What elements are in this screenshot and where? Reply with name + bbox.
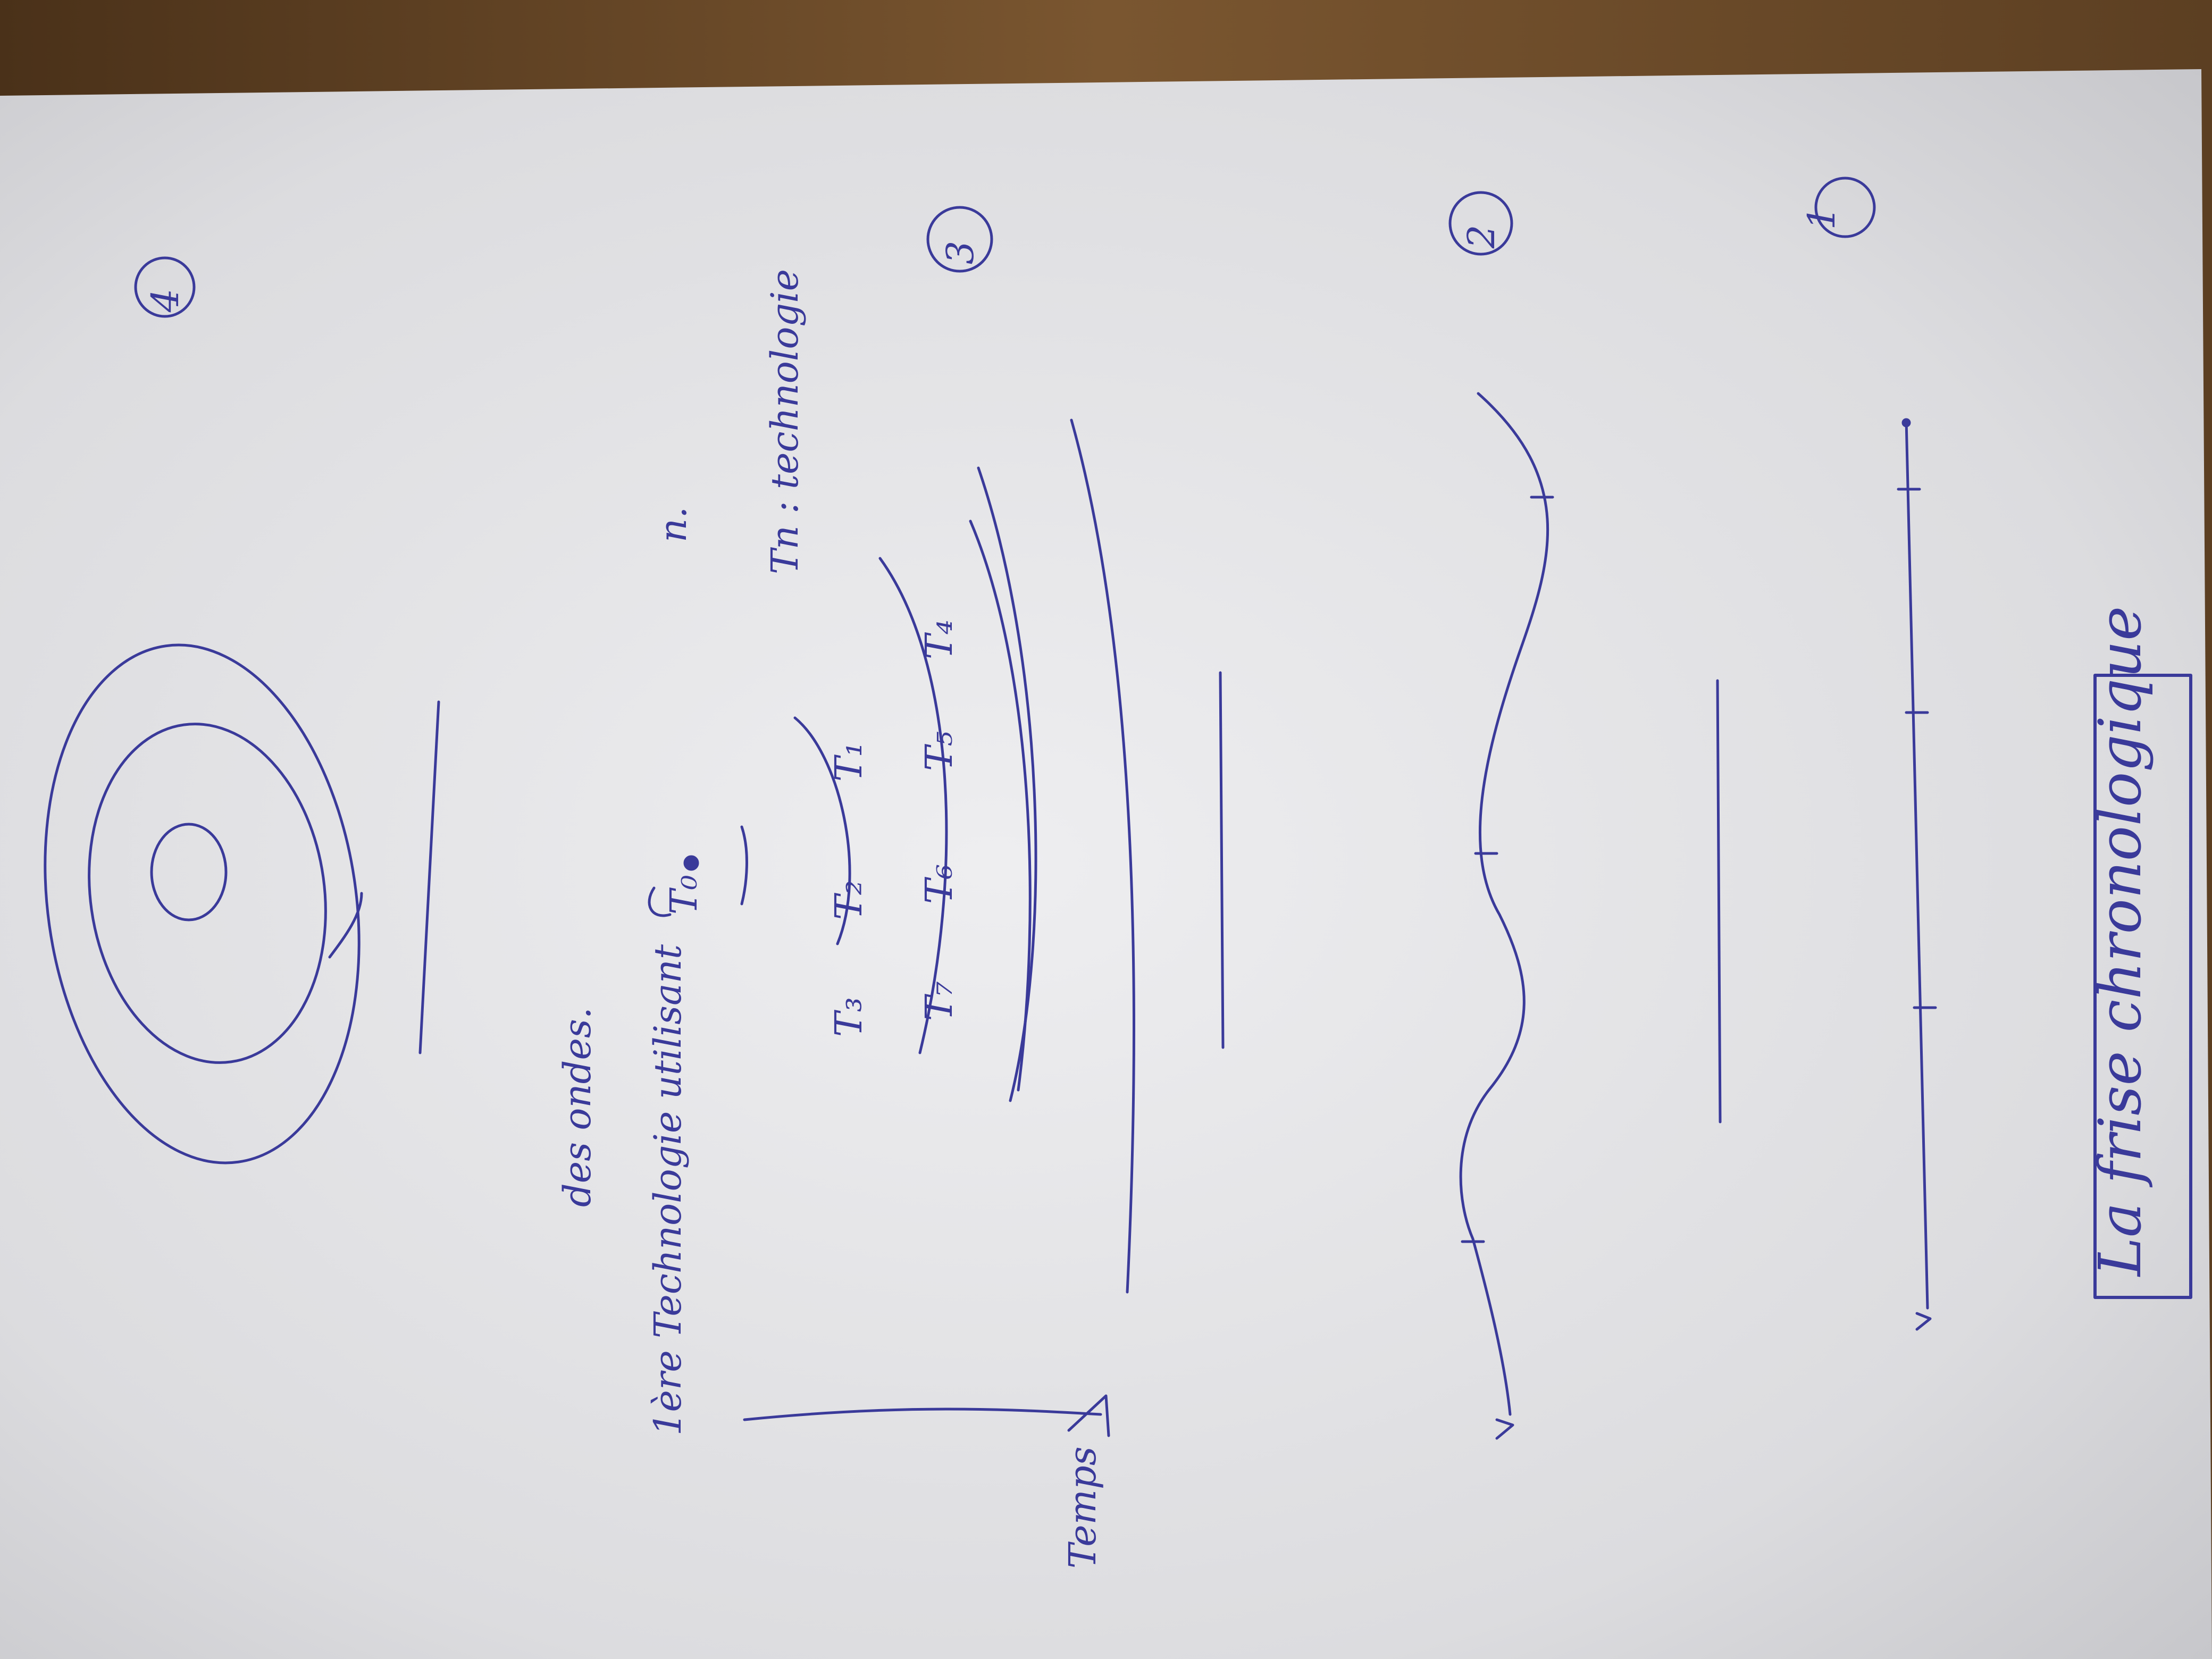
label-t4: T₄: [917, 619, 961, 659]
timeline-1: [1897, 418, 1937, 1331]
marker-circle-3: [926, 206, 993, 273]
spiral-diagram: [44, 643, 363, 1164]
label-t2: T₂: [827, 880, 870, 920]
marker-2: 2: [1460, 225, 1503, 249]
marker-circle-4: [134, 256, 196, 318]
arc-diagram: [648, 418, 1135, 1437]
marker-1: 1: [1800, 206, 1844, 230]
label-t5: T₅: [917, 731, 961, 771]
paper-sheet: [0, 69, 2212, 1659]
title-box: [2093, 674, 2192, 1299]
timeline-2: [1459, 392, 1554, 1440]
label-t7: T₇: [917, 981, 961, 1021]
label-t6: T₆: [917, 864, 961, 904]
title-text: La frise chronologique: [2086, 606, 2154, 1277]
label-temps: Temps: [1061, 1446, 1104, 1569]
marker-circle-2: [1448, 191, 1513, 256]
separator-2: [1219, 671, 1225, 1049]
separator-3: [418, 700, 440, 1054]
label-t1: T₁: [827, 742, 870, 782]
marker-circle-1: [1814, 177, 1876, 238]
label-t3: T₃: [827, 997, 870, 1037]
note-line-2: des ondes.: [556, 1007, 599, 1207]
separator-1: [1716, 679, 1722, 1124]
legend-line-1: Tn : technologie: [763, 269, 807, 574]
label-t0: T₀: [662, 875, 706, 915]
marker-4: 4: [144, 289, 187, 313]
marker-3: 3: [939, 241, 982, 265]
note-line-1: 1ère Technologie utilisant: [646, 944, 690, 1436]
legend-line-2: n.: [651, 507, 695, 542]
